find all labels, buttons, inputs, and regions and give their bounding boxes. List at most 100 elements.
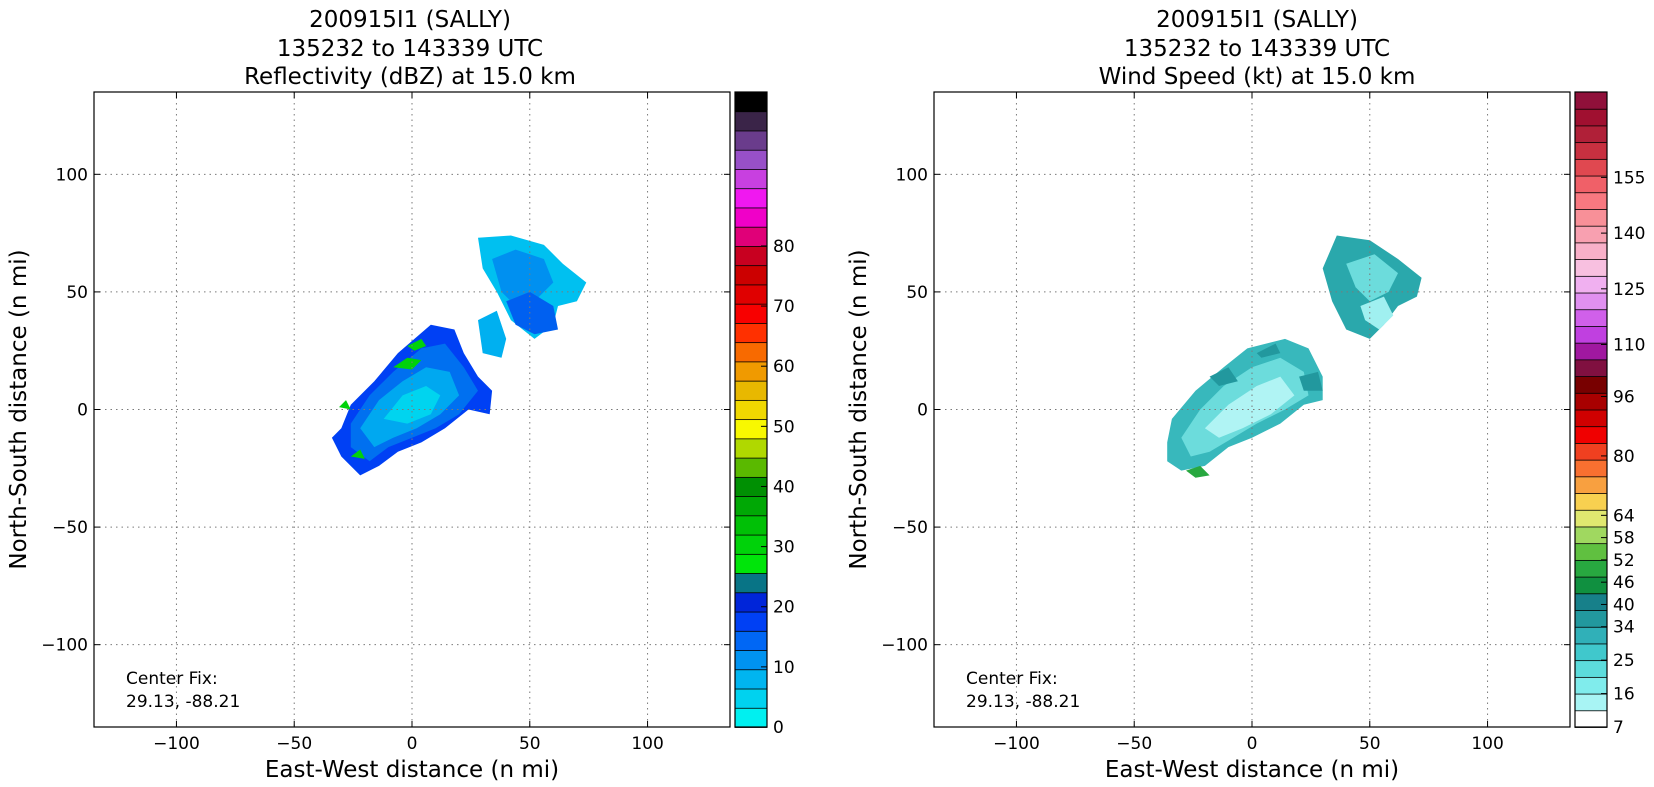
- wind-speed-echo-region: [1256, 343, 1281, 358]
- wind-speed-colorbar-tick-label: 140: [1613, 224, 1645, 244]
- reflectivity-colorbar-band: [734, 437, 768, 459]
- left-title-line-2: 135232 to 143339 UTC: [276, 35, 544, 62]
- wind-speed-colorbar-band: [1574, 526, 1608, 545]
- wind-speed-colorbar-band: [1574, 676, 1608, 695]
- wind-speed-colorbar-band: [1574, 208, 1608, 227]
- reflectivity-colorbar-band: [734, 360, 768, 382]
- wind-speed-y-axis-label: North-South distance (n mi): [846, 249, 872, 569]
- wind-speed-colorbar-band: [1574, 442, 1608, 461]
- wind-speed-y-tick-label: −100: [881, 636, 928, 656]
- wind-speed-x-tick-label: 100: [1471, 734, 1503, 754]
- wind-speed-colorbar-band: [1574, 542, 1608, 561]
- wind-speed-colorbar-band: [1574, 626, 1608, 645]
- reflectivity-colorbar-tick-label: 60: [773, 357, 795, 377]
- reflectivity-colorbar-band: [734, 495, 768, 517]
- reflectivity-y-axis-label: North-South distance (n mi): [6, 249, 32, 569]
- wind-speed-echo-region: [1360, 296, 1394, 330]
- reflectivity-colorbar-band: [734, 457, 768, 478]
- reflectivity-colorbar-band: [734, 187, 768, 209]
- wind-speed-colorbar-tick-label: 96: [1613, 388, 1635, 408]
- wind-speed-y-tick-label: 50: [906, 283, 928, 303]
- reflectivity-colorbar-tick-label: 40: [773, 477, 795, 497]
- wind-speed-colorbar-band: [1574, 459, 1608, 478]
- wind-speed-colorbar-band: [1574, 158, 1608, 177]
- wind-speed-colorbar-band: [1574, 125, 1608, 144]
- reflectivity-colorbar-band: [734, 611, 768, 632]
- reflectivity-colorbar-band: [734, 399, 768, 421]
- wind-speed-colorbar-band: [1574, 191, 1608, 210]
- reflectivity-y-tick-label: 100: [56, 165, 88, 185]
- wind-speed-colorbar-band: [1574, 258, 1608, 277]
- reflectivity-x-tick-label: 0: [407, 734, 418, 754]
- reflectivity-colorbar-band: [734, 591, 768, 613]
- wind-speed-colorbar-band: [1574, 141, 1608, 160]
- left-title-line-1: 200915I1 (SALLY): [309, 7, 511, 33]
- reflectivity-colorbar-band: [734, 668, 768, 690]
- wind-speed-colorbar-band: [1574, 392, 1608, 411]
- reflectivity-echo-region: [506, 291, 558, 335]
- wind-speed-colorbar-band: [1574, 225, 1608, 244]
- wind-speed-center-fix-text: 29.13, -88.21: [966, 692, 1080, 712]
- reflectivity-colorbar-band: [734, 418, 768, 440]
- reflectivity-echo-region: [478, 310, 507, 358]
- wind-speed-colorbar-band: [1574, 659, 1608, 678]
- wind-speed-y-tick-label: −50: [892, 518, 928, 538]
- reflectivity-colorbar-tick-label: 80: [773, 237, 795, 257]
- wind-speed-center-fix-text: Center Fix:: [966, 669, 1058, 689]
- reflectivity-colorbar-band: [734, 91, 768, 113]
- reflectivity-echo-region: [407, 338, 427, 351]
- reflectivity-colorbar-band: [734, 207, 768, 228]
- reflectivity-colorbar-band: [734, 149, 768, 170]
- reflectivity-colorbar-band: [734, 130, 768, 151]
- reflectivity-x-tick-label: 50: [519, 734, 541, 754]
- reflectivity-x-axis-label: East-West distance (n mi): [265, 757, 559, 783]
- reflectivity-colorbar-band: [734, 226, 768, 247]
- wind-speed-colorbar-band: [1574, 292, 1608, 311]
- wind-speed-colorbar-tick-label: 25: [1613, 651, 1635, 671]
- reflectivity-colorbar-tick-label: 30: [773, 538, 795, 558]
- reflectivity-colorbar-band: [734, 284, 768, 305]
- reflectivity-colorbar-tick-label: 70: [773, 297, 795, 317]
- reflectivity-colorbar-band: [734, 514, 768, 536]
- reflectivity-x-tick-label: 100: [631, 734, 663, 754]
- reflectivity-colorbar-tick-label: 50: [773, 417, 795, 437]
- wind-speed-colorbar-band: [1574, 693, 1608, 712]
- right-title-line-2: 135232 to 143339 UTC: [1123, 35, 1391, 62]
- wind-speed-colorbar-tick-label: 125: [1613, 280, 1645, 300]
- reflectivity-colorbar-band: [734, 534, 768, 555]
- reflectivity-colorbar-band: [734, 630, 768, 651]
- wind-speed-colorbar-band: [1574, 175, 1608, 194]
- wind-speed-colorbar-band: [1574, 592, 1608, 611]
- wind-speed-colorbar-band: [1574, 375, 1608, 394]
- reflectivity-colorbar-band: [734, 264, 768, 286]
- reflectivity-colorbar-tick-label: 20: [773, 598, 795, 618]
- reflectivity-center-fix-text: Center Fix:: [126, 669, 218, 689]
- wind-speed-colorbar-band: [1574, 342, 1608, 361]
- wind-speed-echo-region: [1209, 367, 1238, 386]
- wind-speed-colorbar-band: [1574, 709, 1608, 728]
- wind-speed-x-tick-label: −100: [993, 734, 1040, 754]
- wind-speed-colorbar-tick-label: 80: [1613, 447, 1635, 467]
- wind-speed-colorbar-tick-label: 40: [1613, 595, 1635, 615]
- reflectivity-colorbar-tick-label: 10: [773, 658, 795, 678]
- wind-speed-colorbar-band: [1574, 576, 1608, 595]
- wind-speed-colorbar-band: [1574, 108, 1608, 127]
- wind-speed-colorbar-band: [1574, 358, 1608, 377]
- wind-speed-colorbar-tick-label: 46: [1613, 573, 1635, 593]
- wind-speed-colorbar-band: [1574, 241, 1608, 260]
- left-panel-title: 200915I1 (SALLY) 135232 to 143339 UTC Re…: [180, 6, 640, 92]
- wind-speed-colorbar-band: [1574, 509, 1608, 528]
- wind-speed-colorbar-tick-label: 110: [1613, 336, 1645, 356]
- wind-speed-colorbar-band: [1574, 308, 1608, 327]
- wind-speed-colorbar-band: [1574, 425, 1608, 444]
- wind-speed-y-tick-label: 100: [896, 165, 928, 185]
- reflectivity-colorbar-band: [734, 168, 768, 190]
- wind-speed-colorbar-band: [1574, 492, 1608, 511]
- wind-speed-echo-region: [1299, 371, 1323, 391]
- wind-speed-colorbar-tick-label: 52: [1613, 551, 1635, 571]
- wind-speed-colorbar-tick-label: 7: [1613, 718, 1624, 738]
- wind-speed-panel: −100 −50 0 50 100 −100 −50 0 50 100 East-West dist…: [846, 91, 1645, 783]
- wind-speed-colorbar-band: [1574, 325, 1608, 344]
